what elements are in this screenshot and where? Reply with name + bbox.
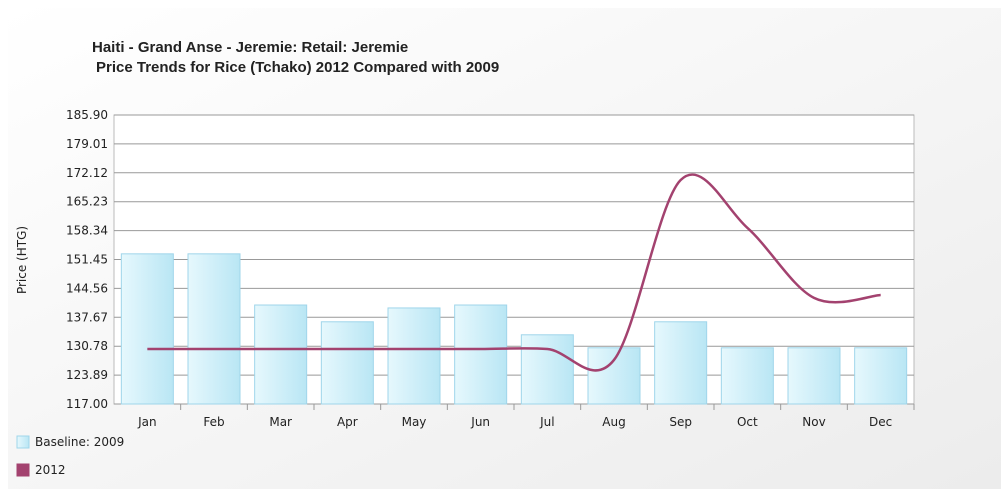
- x-tick-label: May: [402, 415, 427, 429]
- legend-label: 2012: [35, 463, 66, 477]
- x-tick-label: Feb: [203, 415, 224, 429]
- y-tick-label: 172.12: [66, 166, 108, 180]
- y-axis-label: Price (HTG): [15, 226, 29, 294]
- x-tick-label: Aug: [602, 415, 625, 429]
- x-tick-label: Mar: [269, 415, 292, 429]
- y-tick-label: 123.89: [66, 368, 108, 382]
- bar: [854, 347, 908, 405]
- y-tick-label: 144.56: [66, 281, 108, 295]
- y-tick-label: 117.00: [66, 397, 108, 411]
- x-tick-label: Dec: [869, 415, 892, 429]
- x-tick-label: Apr: [337, 415, 358, 429]
- x-tick-label: Oct: [737, 415, 758, 429]
- bar: [787, 347, 841, 405]
- bar: [454, 304, 508, 405]
- x-tick-label: Sep: [669, 415, 692, 429]
- y-tick-label: 137.67: [66, 310, 108, 324]
- bar: [120, 253, 174, 405]
- legend-label: Baseline: 2009: [35, 435, 124, 449]
- y-tick-label: 179.01: [66, 137, 108, 151]
- x-tick-label: Jun: [470, 415, 490, 429]
- bar: [387, 307, 441, 405]
- chart-subtitle: Price Trends for Rice (Tchako) 2012 Comp…: [96, 59, 499, 76]
- bar: [254, 304, 308, 405]
- y-tick-label: 130.78: [66, 339, 108, 353]
- bar: [320, 321, 374, 405]
- x-tick-label: Jan: [137, 415, 157, 429]
- chart-title: Haiti - Grand Anse - Jeremie: Retail: Je…: [92, 39, 408, 56]
- bar: [520, 334, 574, 405]
- y-tick-label: 185.90: [66, 108, 108, 122]
- bar: [720, 347, 774, 405]
- y-tick-label: 158.34: [66, 224, 108, 238]
- x-tick-label: Jul: [539, 415, 554, 429]
- y-tick-label: 151.45: [66, 253, 108, 267]
- line: [147, 173, 881, 372]
- legend-swatch: [16, 435, 30, 449]
- bar: [187, 253, 241, 405]
- x-tick-label: Nov: [802, 415, 825, 429]
- legend-swatch: [16, 463, 30, 477]
- bar: [587, 347, 641, 405]
- y-tick-label: 165.23: [66, 195, 108, 209]
- bar: [654, 321, 708, 405]
